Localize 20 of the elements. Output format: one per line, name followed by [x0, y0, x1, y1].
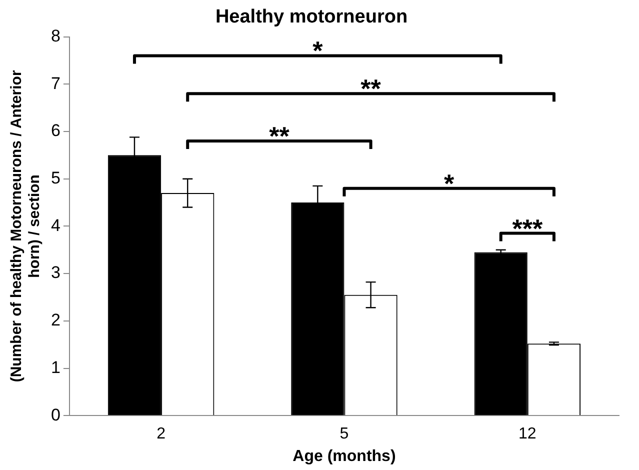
- y-tick-label: 4: [50, 216, 60, 235]
- y-tick-label: 0: [50, 405, 60, 424]
- annotation: **: [360, 74, 382, 104]
- y-tick-label: 5: [50, 168, 60, 188]
- y-tick-label: 3: [50, 263, 60, 282]
- y-tick-label: 8: [50, 26, 60, 46]
- y-axis-title: (Number of healthy Motorneurons / Anterior horn) / section: [8, 70, 44, 382]
- chart-title: Healthy motorneuron: [215, 6, 408, 28]
- y-tick-label: 2: [50, 310, 60, 330]
- annotation: ***: [512, 213, 544, 244]
- y-tick-label: 7: [50, 74, 60, 93]
- x-axis-title: Age (months): [292, 448, 396, 465]
- annotation: *: [312, 36, 324, 66]
- annotation: **: [269, 120, 290, 151]
- x-tick-label: 5: [340, 426, 349, 443]
- y-tick-label: 6: [50, 121, 60, 140]
- y-tick-label: 1: [50, 358, 60, 377]
- annotation: *: [444, 168, 456, 198]
- x-tick-label: 12: [518, 426, 536, 443]
- x-tick-label: 2: [156, 426, 166, 443]
